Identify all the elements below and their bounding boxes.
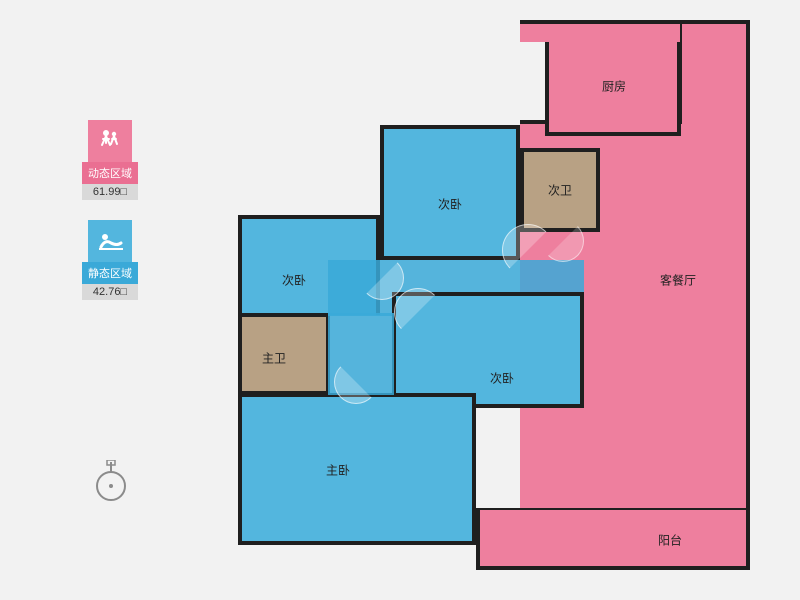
legend-dynamic-label: 动态区域 <box>82 162 138 184</box>
room-balcony <box>476 508 750 570</box>
label-bath2: 主卫 <box>262 350 286 367</box>
legend-static-label: 静态区域 <box>82 262 138 284</box>
compass-icon <box>94 460 128 509</box>
dynamic-icon <box>88 120 132 162</box>
label-master: 主卧 <box>326 462 350 479</box>
room-bed3 <box>392 292 584 408</box>
label-bed3: 次卧 <box>490 370 514 387</box>
label-bed2: 次卧 <box>282 272 306 289</box>
legend-dynamic-value: 61.99□ <box>82 184 138 200</box>
legend-panel: 动态区域 61.99□ 静态区域 42.76□ <box>70 120 150 320</box>
label-kitchen: 厨房 <box>602 78 626 95</box>
legend-static: 静态区域 42.76□ <box>70 220 150 300</box>
floorplan: 厨房 客餐厅 阳台 次卧 次卫 次卧 主卫 次卧 主卧 <box>210 20 750 580</box>
label-bath1: 次卫 <box>548 182 572 199</box>
room-master <box>238 393 476 545</box>
static-icon <box>88 220 132 262</box>
label-living: 客餐厅 <box>660 272 696 289</box>
label-balcony: 阳台 <box>658 532 682 549</box>
legend-static-value: 42.76□ <box>82 284 138 300</box>
label-bed1: 次卧 <box>438 196 462 213</box>
living-stub <box>678 20 750 124</box>
room-bed1 <box>380 125 520 260</box>
legend-dynamic: 动态区域 61.99□ <box>70 120 150 200</box>
living-top-fill <box>520 20 680 42</box>
